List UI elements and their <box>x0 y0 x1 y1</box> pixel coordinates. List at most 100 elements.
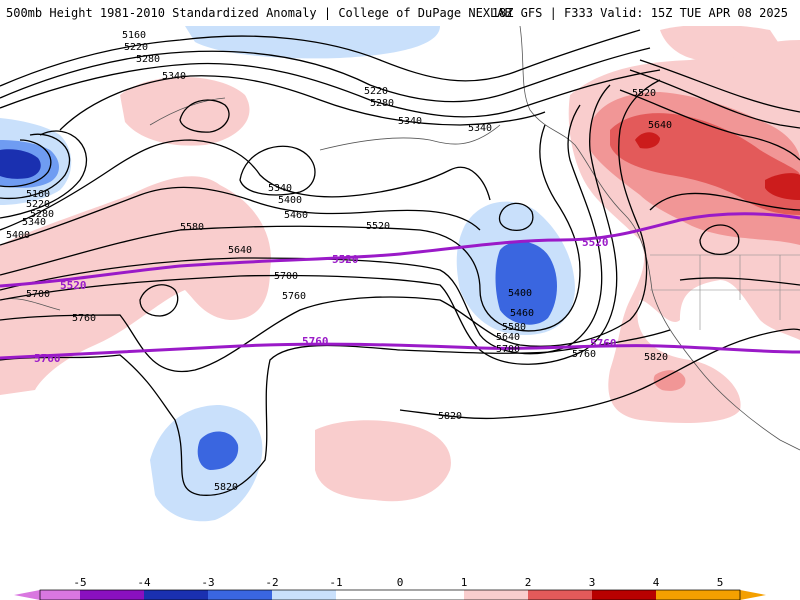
colorbar-tick-label: -3 <box>201 576 215 589</box>
purple-labels: 5520 5520 5520 5760 5760 5760 <box>34 236 617 365</box>
contour-line <box>0 62 661 118</box>
contour-label: 5280 <box>30 209 54 220</box>
colorbar-bin <box>80 590 144 600</box>
contour-label: 5640 <box>228 245 252 256</box>
contour-label: 5160 <box>26 189 50 200</box>
contour-label: 5640 <box>648 120 672 131</box>
contour-label: 5280 <box>370 98 394 109</box>
colorbar-bin <box>272 590 336 600</box>
contour-line <box>59 75 546 131</box>
purple-5760-line <box>0 342 800 360</box>
contour-line <box>399 328 800 420</box>
contour-label: 5760 <box>572 349 596 360</box>
colorbar-outline <box>39 589 741 600</box>
colorbar-arrow-right <box>740 590 766 600</box>
contour-label: 5340 <box>468 123 492 134</box>
pos-anomaly-area <box>765 173 800 200</box>
contour-line <box>0 133 71 200</box>
colorbar-bin <box>40 590 80 600</box>
contour-label: 5580 <box>180 222 204 233</box>
neg-anomaly-area <box>0 149 41 179</box>
contour-label: 5160 <box>122 30 146 41</box>
contour-line <box>679 277 800 286</box>
colorbar-bin <box>464 590 528 600</box>
pos-anomaly-area <box>653 370 686 391</box>
contour-line <box>699 224 740 255</box>
colorbar-tick-label: 4 <box>652 576 660 589</box>
header: 500mb Height 1981-2010 Standardized Anom… <box>0 0 800 26</box>
contour-label: 5760 <box>282 291 306 302</box>
colorbar-tick-label: -5 <box>73 576 87 589</box>
state-border <box>650 254 800 330</box>
contour-label: 5400 <box>6 230 30 241</box>
model-valid-time: 18Z GFS | F333 Valid: 15Z TUE APR 08 202… <box>491 6 788 20</box>
contour-line <box>0 104 603 355</box>
colorbar-bin <box>720 590 740 600</box>
purple-contour-label: 5520 <box>60 279 87 292</box>
colorbar <box>14 589 766 600</box>
contour-label: 5280 <box>136 54 160 65</box>
coastline <box>519 26 800 451</box>
contour-line <box>0 47 651 103</box>
contour-label: 5700 <box>26 289 50 300</box>
contour-line <box>0 329 671 496</box>
height-contours <box>0 29 800 496</box>
contour-line <box>139 284 179 317</box>
contour-label: 5340 <box>22 217 46 228</box>
contour-line <box>0 139 52 188</box>
contour-label: 5340 <box>398 116 422 127</box>
colorbar-tick-label: -1 <box>329 576 343 589</box>
colorbar-tick-label: 0 <box>396 576 404 589</box>
colorbar-tick-label: -4 <box>137 576 151 589</box>
colorbar-arrow-left <box>14 590 40 600</box>
contour-line <box>0 79 661 373</box>
purple-contours <box>0 212 800 360</box>
pos-anomaly-area <box>315 420 451 502</box>
contour-label: 5700 <box>496 344 520 355</box>
contour-line <box>179 99 230 133</box>
contour-label: 5520 <box>632 88 656 99</box>
contour-line <box>649 192 800 211</box>
neg-anomaly-area <box>197 431 239 470</box>
contour-label: 5520 <box>366 221 390 232</box>
neg-anomaly-area <box>495 241 557 325</box>
contour-labels: 5160 5220 5280 5340 5220 5280 5340 5340 … <box>6 30 672 493</box>
contour-label: 5460 <box>510 308 534 319</box>
colorbar-tick-label: 1 <box>460 576 468 589</box>
contour-label: 5820 <box>214 482 238 493</box>
contour-line <box>0 124 581 332</box>
contour-label: 5460 <box>284 210 308 221</box>
contour-label: 5640 <box>496 332 520 343</box>
contour-label: 5400 <box>278 195 302 206</box>
contour-line <box>498 202 534 231</box>
contour-line <box>629 69 800 129</box>
contour-label: 5220 <box>364 86 388 97</box>
contour-line <box>239 145 316 196</box>
contour-line <box>0 84 618 365</box>
colorbar-bin <box>144 590 208 600</box>
contour-label: 5760 <box>72 313 96 324</box>
contour-label: 5700 <box>274 271 298 282</box>
coastline <box>319 124 501 151</box>
pos-anomaly-area <box>660 26 780 60</box>
purple-contour-label: 5520 <box>582 236 609 249</box>
contour-label: 5820 <box>644 352 668 363</box>
contour-line <box>0 139 491 231</box>
contour-label: 5220 <box>26 199 50 210</box>
purple-contour-label: 5760 <box>34 352 61 365</box>
colorbar-bin <box>208 590 272 600</box>
colorbar-tick-label: 5 <box>716 576 724 589</box>
contour-line <box>0 130 87 219</box>
colorbar-bin <box>336 590 464 600</box>
colorbar-tick-label: 2 <box>524 576 532 589</box>
colorbar-bin <box>592 590 656 600</box>
colorbar-tick-label: -2 <box>265 576 279 589</box>
purple-contour-label: 5520 <box>332 253 359 266</box>
purple-contour-label: 5760 <box>590 337 617 350</box>
anomaly-map: 5160 5220 5280 5340 5220 5280 5340 5340 … <box>0 26 800 522</box>
pos-anomaly-area <box>635 132 660 149</box>
colorbar-bin <box>528 590 592 600</box>
contour-line <box>0 186 481 246</box>
contour-line <box>0 29 641 87</box>
